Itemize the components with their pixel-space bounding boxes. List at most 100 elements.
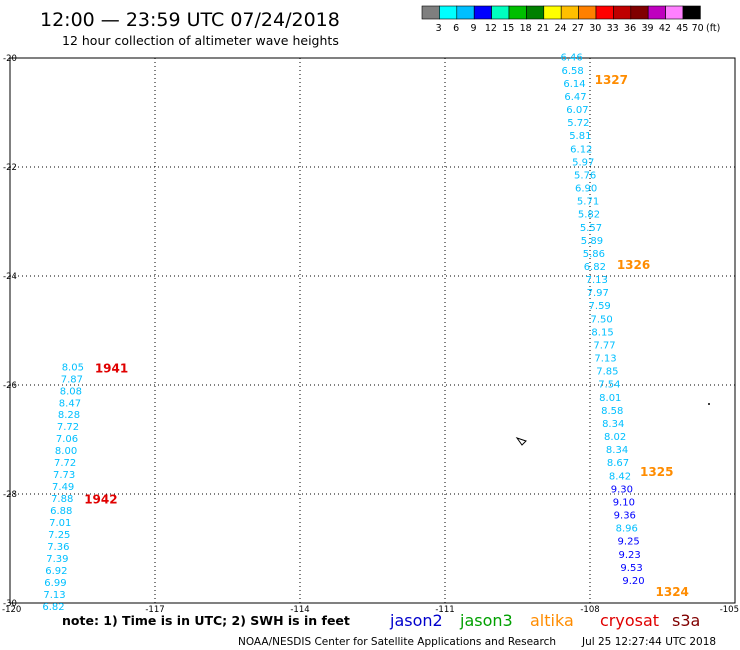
wave-height-value: 7.59 bbox=[589, 301, 611, 312]
wave-height-value: 9.36 bbox=[614, 511, 636, 522]
wave-height-value: 9.20 bbox=[622, 576, 644, 587]
wave-height-value: 8.05 bbox=[62, 362, 84, 373]
scale-swatch bbox=[526, 5, 545, 20]
wave-height-value: 5.76 bbox=[574, 170, 596, 181]
satellite-name-jason3: jason3 bbox=[459, 611, 513, 630]
scale-tick-label: 30 bbox=[589, 23, 601, 34]
lat-tick-label: -26 bbox=[3, 381, 17, 391]
scale-swatch bbox=[439, 5, 458, 20]
wave-height-value: 9.30 bbox=[611, 484, 633, 495]
map-grid bbox=[10, 58, 735, 603]
wave-height-value: 6.46 bbox=[561, 53, 583, 64]
scale-tick-label: 70 bbox=[692, 23, 704, 34]
scale-tick-label: 3 bbox=[436, 23, 442, 34]
wave-height-value: 6.14 bbox=[563, 79, 585, 90]
scale-swatch bbox=[473, 5, 492, 20]
scale-swatch bbox=[647, 5, 666, 20]
footer-timestamp: Jul 25 12:27:44 UTC 2018 bbox=[581, 636, 716, 648]
lon-axis: -120 -117 -114 -111 -108 -105 bbox=[2, 605, 739, 615]
wave-height-value: 8.42 bbox=[609, 471, 631, 482]
scale-tick-label: 6 bbox=[453, 23, 459, 34]
track-layer: 6.46 6.58 6.14 6.47 6.07 5.72 5.81 6.12 5.97 5.76… bbox=[42, 53, 689, 613]
scale-tick-label: 15 bbox=[502, 23, 514, 34]
wave-height-value: 9.23 bbox=[619, 550, 641, 561]
wave-height-value: 7.36 bbox=[47, 542, 69, 553]
map-frame bbox=[9, 57, 736, 604]
wave-height-value: 8.15 bbox=[591, 327, 613, 338]
wave-height-value: 6.90 bbox=[575, 184, 597, 195]
wave-height-value: 8.00 bbox=[55, 446, 77, 457]
wave-height-value: 9.10 bbox=[613, 497, 635, 508]
wave-height-value: 7.39 bbox=[46, 554, 68, 565]
scale-tick-label: 9 bbox=[470, 23, 476, 34]
pass-time-label: 1327 bbox=[595, 73, 628, 87]
scale-swatch bbox=[560, 5, 579, 20]
wave-height-value: 7.13 bbox=[586, 275, 608, 286]
wave-height-value: 8.01 bbox=[599, 393, 621, 404]
scale-tick-label: 33 bbox=[607, 23, 619, 34]
color-scale-legend: 3 6 9 12 15 18 21 24 27 30 33 36 39 42 45 70 (ft) bbox=[421, 5, 720, 34]
island-shape bbox=[515, 437, 527, 446]
wave-height-value: 5.57 bbox=[580, 223, 602, 234]
wave-height-value: 7.88 bbox=[51, 494, 73, 505]
wave-height-value: 7.01 bbox=[49, 518, 71, 529]
wave-height-value: 7.72 bbox=[54, 458, 76, 469]
lat-tick-label: -28 bbox=[3, 490, 17, 500]
pass-time-label: 1326 bbox=[617, 258, 650, 272]
wave-height-value: 5.72 bbox=[567, 118, 589, 129]
wave-height-value: 8.34 bbox=[606, 445, 628, 456]
wave-height-value: 7.13 bbox=[594, 354, 616, 365]
lon-tick-label: -111 bbox=[435, 605, 454, 615]
lon-tick-label: -105 bbox=[720, 605, 739, 615]
lon-tick-label: -114 bbox=[290, 605, 309, 615]
satellite-name-cryosat: cryosat bbox=[600, 611, 659, 630]
lat-axis: -20 -22 -24 -26 -28 -30 bbox=[3, 54, 17, 609]
wave-height-value: 7.85 bbox=[596, 367, 618, 378]
wave-height-value: 8.58 bbox=[601, 406, 623, 417]
wave-height-value: 7.72 bbox=[57, 422, 79, 433]
wave-height-value: 5.97 bbox=[572, 157, 594, 168]
satellite-name-s3a: s3a bbox=[672, 611, 700, 630]
scale-swatch bbox=[665, 5, 684, 20]
wave-height-value: 7.06 bbox=[56, 434, 78, 445]
scale-swatch bbox=[595, 5, 614, 20]
wave-height-value: 7.97 bbox=[587, 288, 609, 299]
wave-height-value: 9.53 bbox=[620, 563, 642, 574]
wave-height-value: 7.87 bbox=[61, 374, 83, 385]
wave-height-value: 6.47 bbox=[564, 92, 586, 103]
wave-height-value: 5.89 bbox=[581, 236, 603, 247]
scale-tick-label: 42 bbox=[659, 23, 671, 34]
satellite-name-altika: altika bbox=[530, 611, 574, 630]
lat-tick-label: -22 bbox=[3, 163, 17, 173]
scale-tick-label: 12 bbox=[485, 23, 497, 34]
scale-tick-label: 27 bbox=[572, 23, 584, 34]
pass-time-label: 1941 bbox=[95, 362, 128, 376]
wave-height-value: 8.02 bbox=[604, 432, 626, 443]
pass-time-label: 1942 bbox=[84, 492, 117, 506]
wave-height-value: 8.47 bbox=[59, 398, 81, 409]
wave-height-value: 8.08 bbox=[60, 386, 82, 397]
wave-height-value: 6.99 bbox=[44, 578, 66, 589]
scale-tick-label: 24 bbox=[554, 23, 566, 34]
wave-height-value: 7.54 bbox=[598, 380, 620, 391]
wave-height-value: 8.67 bbox=[607, 458, 629, 469]
lon-tick-label: -120 bbox=[2, 605, 21, 615]
satellite-name-jason2: jason2 bbox=[389, 611, 443, 630]
lat-tick-label: -30 bbox=[3, 599, 17, 609]
wave-height-value: 9.25 bbox=[618, 537, 640, 548]
scale-tick-label: 36 bbox=[624, 23, 636, 34]
lat-tick-label: -20 bbox=[3, 54, 17, 64]
wave-height-value: 5.81 bbox=[569, 131, 591, 142]
satellite-legend: jason2 jason3 altika cryosat s3a bbox=[389, 611, 700, 630]
footer-note: note: 1) Time is in UTC; 2) SWH is in fe… bbox=[62, 613, 350, 628]
pass-time-label: 1324 bbox=[656, 585, 689, 599]
pass-time-label: 1325 bbox=[640, 465, 673, 479]
wave-height-value: 7.77 bbox=[593, 340, 615, 351]
scale-swatch bbox=[456, 5, 475, 20]
lon-tick-label: -117 bbox=[145, 605, 164, 615]
scale-swatch bbox=[613, 5, 632, 20]
wave-height-value: 6.92 bbox=[45, 566, 67, 577]
scale-tick-label: 45 bbox=[676, 23, 688, 34]
wave-height-value: 6.58 bbox=[561, 66, 583, 77]
